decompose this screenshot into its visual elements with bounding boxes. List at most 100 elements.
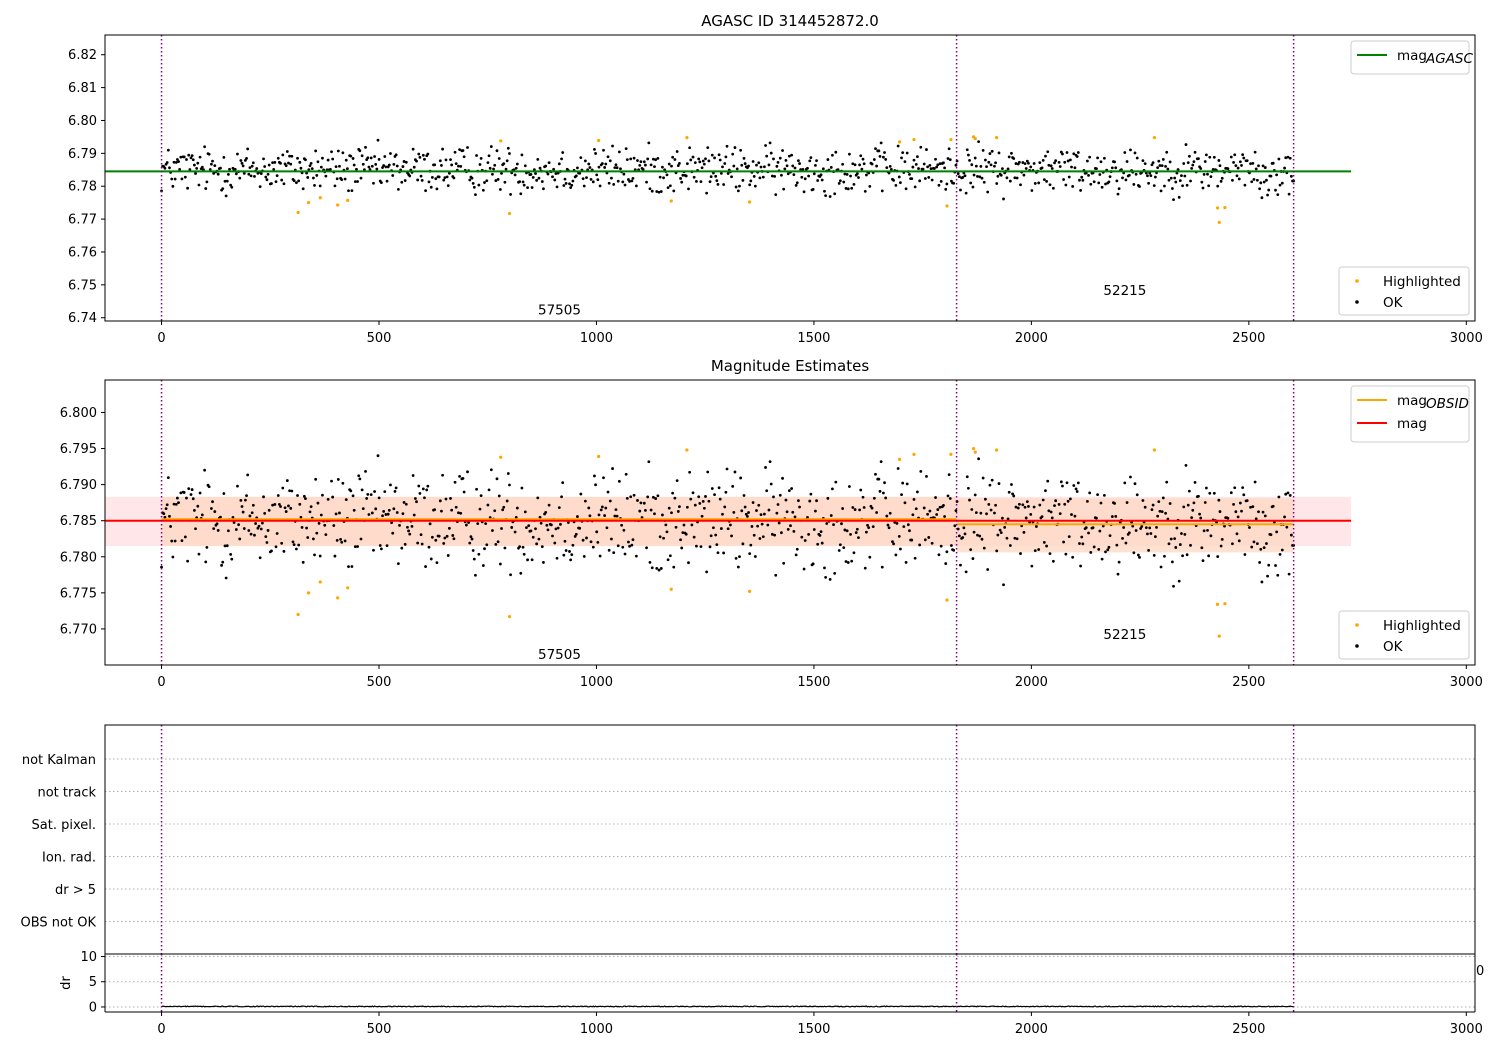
ok-point [281,153,285,157]
ok-point [321,156,324,160]
ok-point [373,155,376,158]
x-tick-label: 2000 [1015,331,1048,346]
ok-point [183,535,187,539]
ok-point [1252,178,1256,181]
highlighted-point [296,612,300,617]
ok-point [1286,491,1290,495]
ok-point [700,166,704,170]
ok-point [780,531,783,535]
ok-point [228,167,231,171]
ok-point [340,178,344,182]
ok-point [1102,156,1106,160]
ok-point [895,521,899,525]
ok-point [522,552,526,556]
ok-point [536,496,540,500]
ok-point [624,147,628,151]
ok-point [1075,490,1079,493]
ok-point [534,172,537,175]
x-tick-label: 0 [157,331,165,346]
ok-point [1212,155,1216,159]
ok-point [894,183,898,187]
ok-point [790,487,794,490]
ok-point [1180,174,1183,178]
ok-point [852,551,856,555]
ok-point [576,515,579,518]
ok-point [198,491,202,495]
x-tick-label: 1000 [580,331,613,346]
ok-point [598,184,602,188]
ok-point [344,158,348,162]
ok-point [478,507,482,511]
ok-point [1226,516,1230,520]
legend-subscript: OBSID [1426,396,1469,412]
ok-point [1265,178,1268,182]
flag-category-label: dr > 5 [55,883,96,898]
ok-point [837,549,841,552]
ok-point [1008,179,1012,183]
ok-point [306,176,310,179]
ok-point [725,144,729,148]
ok-point [828,195,832,198]
ok-point [1263,166,1267,169]
ok-point [1038,161,1042,165]
ok-point [349,154,353,158]
ok-point [481,564,485,567]
ok-point [1095,167,1098,171]
ok-point [285,479,289,482]
ok-point [272,168,276,171]
ok-point [438,159,442,163]
ok-point [196,161,200,165]
ok-point [453,150,457,154]
ok-point [657,568,661,572]
y-tick-label: 10 [80,950,97,965]
ok-point [408,174,412,178]
ok-point [353,180,357,183]
ok-point [379,547,383,551]
ok-point [421,153,425,157]
ok-point [246,473,250,477]
ok-point [1254,167,1258,171]
ok-point [980,176,984,180]
ok-point [853,163,857,167]
ok-point [671,491,675,495]
ok-point [974,511,978,515]
highlighted-point [973,136,977,141]
ok-point [537,176,541,180]
ok-point [732,511,736,514]
ok-point [954,163,958,167]
ok-point [866,523,869,527]
ok-point [1042,178,1046,182]
ok-point [1146,174,1149,178]
ok-point [1104,182,1107,186]
ok-point [899,181,902,185]
ok-point [616,179,620,183]
ok-point [713,156,716,160]
ok-point [972,173,976,177]
ok-point [210,507,213,510]
ok-point [667,162,671,166]
ok-point [367,513,371,516]
ok-point [1276,573,1280,577]
ok-point [954,509,958,513]
ok-point [708,545,712,549]
ok-point [904,560,908,564]
ok-point [693,161,697,165]
ok-point [562,553,566,557]
ok-point [661,513,664,517]
ok-point [1169,176,1173,180]
ok-point [848,485,851,488]
ok-point [1186,161,1190,165]
ok-point [189,493,193,496]
ok-point [1176,168,1180,171]
ok-point [469,535,473,539]
ok-point [166,476,170,480]
ok-point [1267,188,1271,192]
ok-point [197,552,201,556]
ok-point [1165,480,1169,484]
ok-point [233,167,237,171]
ok-point [221,187,225,191]
highlighted-point [507,211,512,216]
ok-point [774,193,778,197]
ok-point [1203,160,1207,163]
ok-point [1185,183,1189,187]
